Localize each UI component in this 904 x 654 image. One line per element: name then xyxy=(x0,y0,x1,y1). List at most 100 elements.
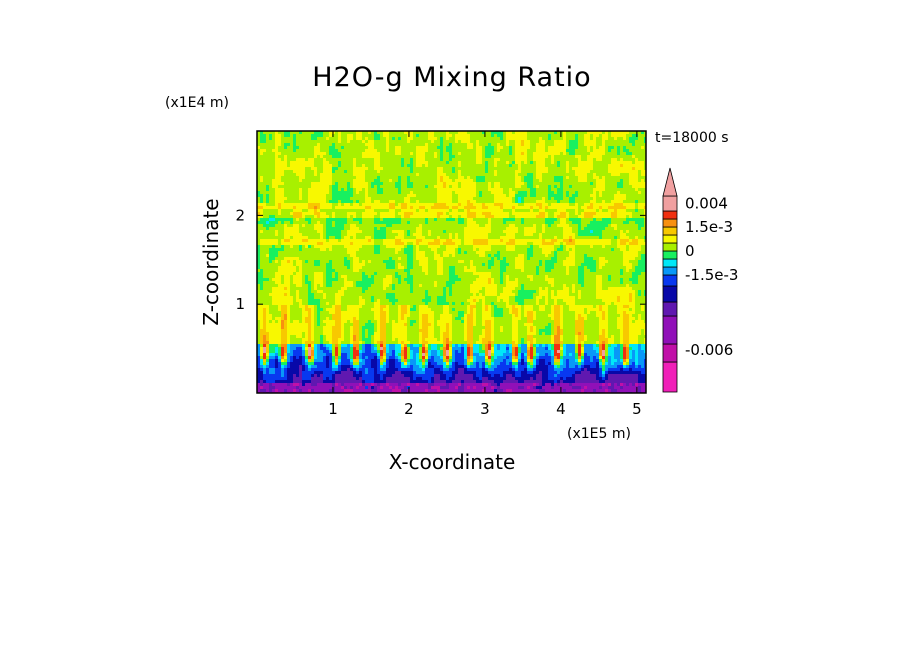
heatmap-cell xyxy=(278,239,282,243)
heatmap-cell xyxy=(335,296,342,300)
heatmap-cell xyxy=(419,134,429,138)
heatmap-cell xyxy=(488,236,501,240)
heatmap-cell xyxy=(602,386,609,390)
heatmap-cell xyxy=(503,239,510,243)
heatmap-cell xyxy=(584,338,588,342)
heatmap-cell xyxy=(269,386,276,390)
heatmap-cell xyxy=(263,209,279,213)
heatmap-cell xyxy=(413,365,420,369)
heatmap-cell xyxy=(380,218,384,222)
heatmap-cell xyxy=(557,332,561,336)
heatmap-cell xyxy=(644,206,646,210)
heatmap-cell xyxy=(455,377,474,381)
heatmap-cell xyxy=(257,197,261,201)
heatmap-cell xyxy=(608,332,621,336)
heatmap-cell xyxy=(329,149,339,153)
heatmap-cell xyxy=(602,308,609,312)
heatmap-cell xyxy=(467,332,474,336)
heatmap-cell xyxy=(533,323,549,327)
heatmap-cell xyxy=(383,365,387,369)
heatmap-cell xyxy=(275,134,282,138)
heatmap-cell xyxy=(446,203,459,207)
heatmap-cell xyxy=(473,143,477,147)
heatmap-cell xyxy=(575,203,579,207)
heatmap-cell xyxy=(311,344,315,348)
heatmap-cell xyxy=(470,365,477,369)
heatmap-cell xyxy=(287,347,291,351)
heatmap-cell xyxy=(443,365,447,369)
heatmap-cell xyxy=(578,143,585,147)
heatmap-cell xyxy=(515,341,519,345)
heatmap-cell xyxy=(257,275,264,279)
heatmap-cell xyxy=(395,356,399,360)
heatmap-cell xyxy=(455,140,459,144)
heatmap-cell xyxy=(536,314,549,318)
heatmap-cell xyxy=(320,263,327,267)
heatmap-cell xyxy=(635,203,639,207)
heatmap-cell xyxy=(608,389,612,393)
heatmap-cell xyxy=(596,293,630,297)
heatmap-cell xyxy=(596,281,603,285)
heatmap-cell xyxy=(584,209,597,213)
heatmap-cell xyxy=(293,215,303,219)
heatmap-cell xyxy=(308,194,327,198)
heatmap-cell xyxy=(632,287,646,291)
heatmap-cell xyxy=(362,377,375,381)
heatmap-cell xyxy=(530,191,537,195)
heatmap-cell xyxy=(584,203,591,207)
heatmap-cell xyxy=(575,254,585,258)
heatmap-cell xyxy=(539,137,543,141)
heatmap-cell xyxy=(620,191,639,195)
heatmap-cell xyxy=(311,245,315,249)
heatmap-cell xyxy=(446,341,450,345)
heatmap-cell xyxy=(560,359,564,363)
heatmap-cell xyxy=(440,140,444,144)
heatmap-cell xyxy=(386,230,393,234)
heatmap-cell xyxy=(443,293,447,297)
heatmap-cell xyxy=(551,311,555,315)
heatmap-cell xyxy=(386,347,390,351)
heatmap-cell xyxy=(332,383,336,387)
heatmap-cell xyxy=(344,284,354,288)
heatmap-cell xyxy=(446,296,471,300)
y-scale-label: (x1E4 m) xyxy=(165,95,229,111)
heatmap-cell xyxy=(617,209,627,213)
heatmap-cell xyxy=(476,302,483,306)
heatmap-cell xyxy=(296,140,339,144)
heatmap-cell xyxy=(530,209,534,213)
heatmap-cell xyxy=(302,266,327,270)
heatmap-cell xyxy=(359,308,372,312)
heatmap-cell xyxy=(362,374,375,378)
heatmap-cell xyxy=(608,323,618,327)
heatmap-cell xyxy=(545,266,555,270)
heatmap-cell xyxy=(341,305,348,309)
heatmap-cell xyxy=(536,383,540,387)
heatmap-cell xyxy=(560,371,576,375)
heatmap-cell xyxy=(275,281,282,285)
heatmap-cell xyxy=(554,212,561,216)
heatmap-cell xyxy=(320,323,327,327)
heatmap-cell xyxy=(290,278,294,282)
heatmap-cell xyxy=(512,356,516,360)
heatmap-cell xyxy=(605,176,630,180)
heatmap-cell xyxy=(521,152,525,156)
heatmap-cell xyxy=(266,308,270,312)
heatmap-cell xyxy=(485,179,516,183)
heatmap-cell xyxy=(428,263,438,267)
heatmap-cell xyxy=(425,155,435,159)
heatmap-cell xyxy=(485,146,495,150)
heatmap-cell xyxy=(587,158,594,162)
heatmap-cell xyxy=(293,146,300,150)
heatmap-cell xyxy=(425,254,435,258)
heatmap-cell xyxy=(449,323,453,327)
heatmap-cell xyxy=(353,215,357,219)
heatmap-cell xyxy=(611,161,633,165)
heatmap-cell xyxy=(506,269,522,273)
heatmap-cell xyxy=(329,188,333,192)
heatmap-cell xyxy=(461,383,465,387)
heatmap-cell xyxy=(575,341,579,345)
heatmap-cell xyxy=(287,338,291,342)
heatmap-cell xyxy=(458,218,465,222)
heatmap-cell xyxy=(503,188,510,192)
heatmap-cell xyxy=(605,368,609,372)
